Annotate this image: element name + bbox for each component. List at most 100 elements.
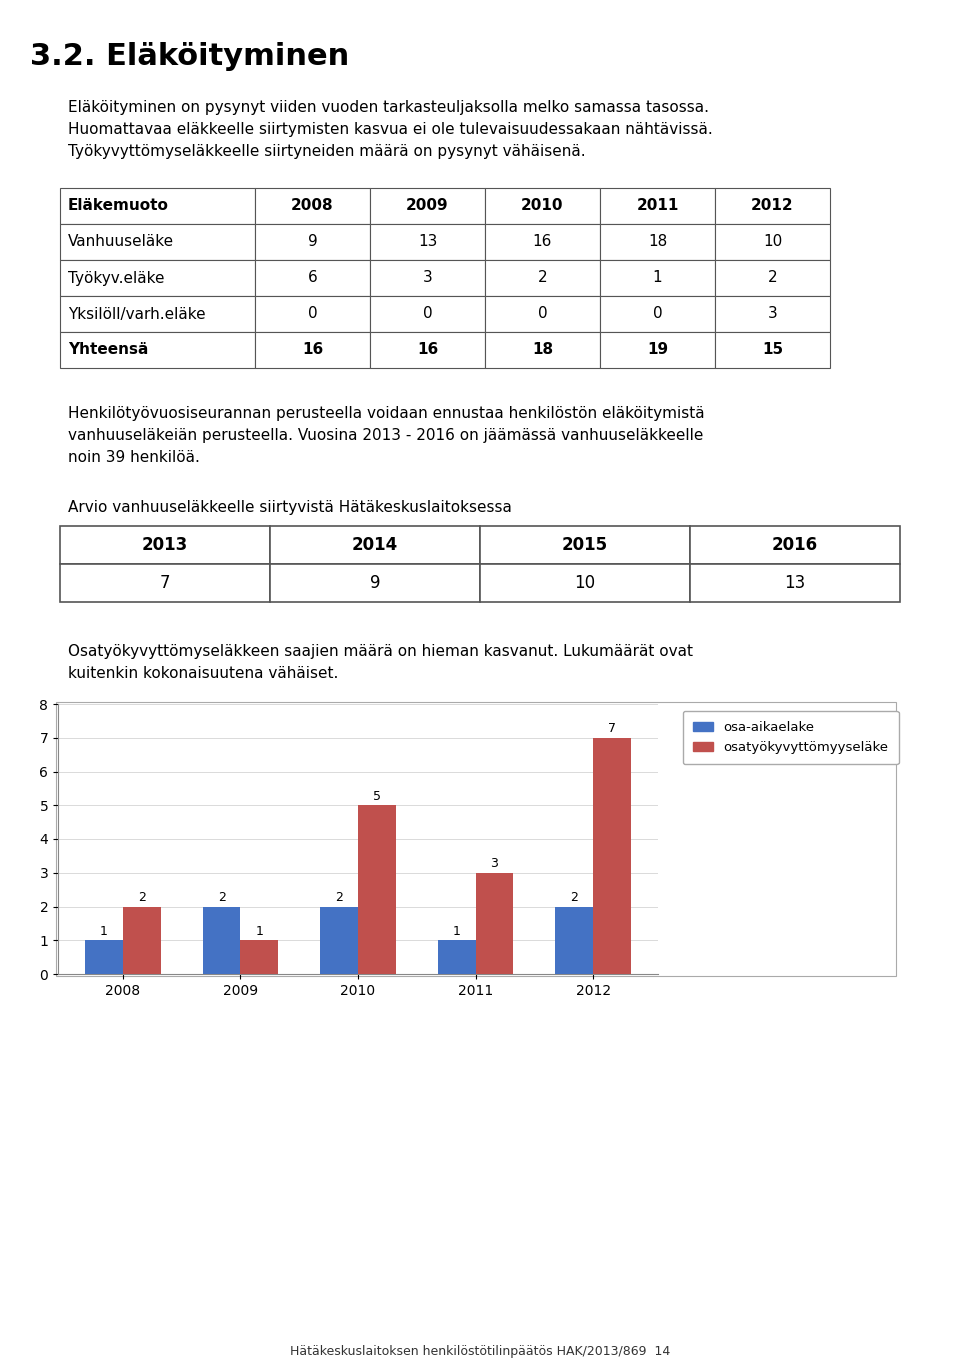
Bar [485, 296, 600, 331]
Bar [321, 907, 358, 974]
Text: 2: 2 [335, 891, 343, 904]
Bar [358, 805, 396, 974]
Bar [600, 261, 715, 296]
Bar [690, 563, 900, 602]
Text: 16: 16 [417, 342, 438, 357]
Text: 7: 7 [159, 574, 170, 592]
Bar [715, 331, 830, 368]
Text: 19: 19 [647, 342, 668, 357]
Legend: osa-aikaelake, osatyökyvyttömyyseläke: osa-aikaelake, osatyökyvyttömyyseläke [683, 711, 900, 764]
Bar [485, 224, 600, 261]
Text: 10: 10 [763, 235, 782, 250]
Text: 0: 0 [538, 307, 547, 322]
Bar [60, 563, 270, 602]
Bar [255, 261, 370, 296]
Text: Eläkemuoto: Eläkemuoto [68, 199, 169, 214]
Bar [485, 261, 600, 296]
Bar [255, 331, 370, 368]
Text: 2: 2 [218, 891, 226, 904]
Text: 13: 13 [418, 235, 437, 250]
Bar [475, 873, 514, 974]
Text: noin 39 henkilöä.: noin 39 henkilöä. [68, 450, 200, 465]
Text: vanhuuseläkeiän perusteella. Vuosina 2013 - 2016 on jäämässä vanhuuseläkkeelle: vanhuuseläkeiän perusteella. Vuosina 201… [68, 428, 704, 443]
Text: 2012: 2012 [751, 199, 794, 214]
Bar [123, 907, 160, 974]
Bar [203, 907, 240, 974]
Bar [480, 527, 690, 563]
Text: 6: 6 [307, 270, 318, 285]
Text: 0: 0 [422, 307, 432, 322]
Bar [270, 563, 480, 602]
Text: kuitenkin kokonaisuutena vähäiset.: kuitenkin kokonaisuutena vähäiset. [68, 666, 338, 681]
Bar [60, 224, 255, 261]
Bar [60, 331, 255, 368]
Bar [715, 188, 830, 224]
Text: 1: 1 [255, 925, 263, 938]
Text: 2009: 2009 [406, 199, 449, 214]
Text: 13: 13 [784, 574, 805, 592]
Bar [370, 224, 485, 261]
Text: 18: 18 [648, 235, 667, 250]
Bar [60, 527, 270, 563]
Bar [370, 261, 485, 296]
Text: 2013: 2013 [142, 536, 188, 554]
Text: Hätäkeskuslaitoksen henkilöstötilinpäätös HAK/2013/869  14: Hätäkeskuslaitoksen henkilöstötilinpäätö… [290, 1345, 670, 1359]
Text: 0: 0 [308, 307, 318, 322]
Text: Henkilötyövuosiseurannan perusteella voidaan ennustaa henkilöstön eläköitymistä: Henkilötyövuosiseurannan perusteella voi… [68, 406, 705, 421]
Text: 2011: 2011 [636, 199, 679, 214]
Text: 7: 7 [608, 723, 616, 735]
Bar [438, 940, 475, 974]
Text: 9: 9 [307, 235, 318, 250]
Bar [715, 296, 830, 331]
Text: 2014: 2014 [352, 536, 398, 554]
Bar [370, 296, 485, 331]
Text: 1: 1 [453, 925, 461, 938]
Bar [556, 907, 593, 974]
Bar [593, 738, 631, 974]
Text: 3: 3 [422, 270, 432, 285]
Text: 18: 18 [532, 342, 553, 357]
Bar [485, 331, 600, 368]
Text: 1: 1 [653, 270, 662, 285]
Text: 0: 0 [653, 307, 662, 322]
Text: Työkyvyttömyseläkkeelle siirtyneiden määrä on pysynyt vähäisenä.: Työkyvyttömyseläkkeelle siirtyneiden mää… [68, 145, 586, 160]
Text: 15: 15 [762, 342, 783, 357]
Text: 2: 2 [138, 891, 146, 904]
Bar [240, 940, 278, 974]
Text: Yhteensä: Yhteensä [68, 342, 149, 357]
Text: 2015: 2015 [562, 536, 608, 554]
Text: Osatyökyvyttömyseläkkeen saajien määrä on hieman kasvanut. Lukumäärät ovat: Osatyökyvyttömyseläkkeen saajien määrä o… [68, 644, 693, 659]
Bar [60, 296, 255, 331]
Bar [600, 331, 715, 368]
Bar [255, 224, 370, 261]
Text: 16: 16 [301, 342, 324, 357]
Text: 1: 1 [100, 925, 108, 938]
Text: Yksilöll/varh.eläke: Yksilöll/varh.eläke [68, 307, 205, 322]
Bar [60, 261, 255, 296]
Bar [480, 563, 690, 602]
Text: 2008: 2008 [291, 199, 334, 214]
Bar [85, 940, 123, 974]
Text: Huomattavaa eläkkeelle siirtymisten kasvua ei ole tulevaisuudessakaan nähtävissä: Huomattavaa eläkkeelle siirtymisten kasv… [68, 121, 712, 136]
Bar [715, 224, 830, 261]
Text: 2: 2 [538, 270, 547, 285]
Text: Arvio vanhuuseläkkeelle siirtyvistä Hätäkeskuslaitoksessa: Arvio vanhuuseläkkeelle siirtyvistä Hätä… [68, 501, 512, 516]
Bar [715, 261, 830, 296]
Bar [255, 296, 370, 331]
Bar [255, 188, 370, 224]
Bar [60, 188, 255, 224]
Bar [370, 188, 485, 224]
Text: 16: 16 [533, 235, 552, 250]
Bar [270, 527, 480, 563]
Text: 3: 3 [768, 307, 778, 322]
Bar [690, 527, 900, 563]
Text: 2016: 2016 [772, 536, 818, 554]
Bar [56, 702, 896, 977]
Text: Vanhuuseläke: Vanhuuseläke [68, 235, 174, 250]
Bar [370, 331, 485, 368]
Bar [600, 188, 715, 224]
Text: 3: 3 [491, 858, 498, 870]
Bar [600, 296, 715, 331]
Text: 2: 2 [768, 270, 778, 285]
Text: 3.2. Eläköityminen: 3.2. Eläköityminen [30, 42, 349, 71]
